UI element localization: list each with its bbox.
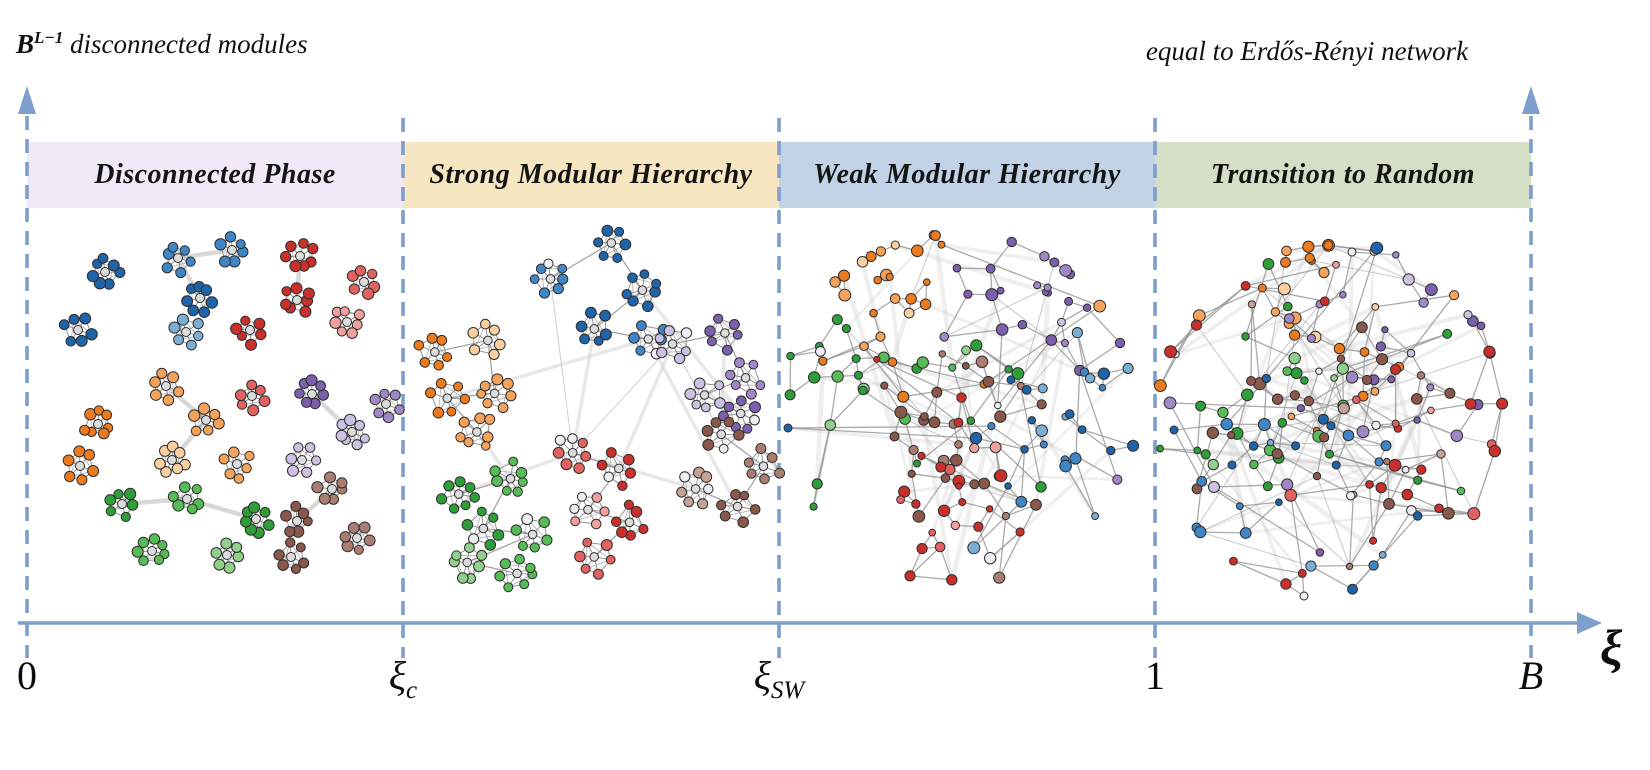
axis-tick-label-b: B — [1518, 653, 1544, 698]
network-strong-modular-hierarchy — [413, 224, 786, 593]
axis-tick-label-xi-sw: ξSW — [753, 653, 805, 704]
phase-label: Strong Modular Hierarchy — [429, 159, 753, 190]
axis-tick-label-xi-c: ξc — [388, 653, 418, 704]
phase-label: Weak Modular Hierarchy — [813, 159, 1121, 190]
network-transition-to-random — [1154, 238, 1509, 601]
phase-banner-weak-modular: Weak Modular Hierarchy — [779, 142, 1155, 208]
y-axis-title: BL−1 disconnected modules — [16, 28, 308, 60]
phase-label: Transition to Random — [1210, 159, 1476, 190]
er-endpoint-arrowhead — [1522, 86, 1540, 114]
x-axis-symbol: ξ — [1600, 619, 1623, 675]
phase-banner-transition-random: Transition to Random — [1155, 142, 1531, 208]
right-endpoint-caption: equal to Erdős-Rényi network — [1145, 36, 1469, 66]
axis-tick-label-zero: 0 — [17, 653, 37, 698]
phase-banner-disconnected: Disconnected Phase — [27, 142, 403, 208]
y-axis-title-text: disconnected modules — [63, 29, 308, 59]
axis-tick-label-one: 1 — [1145, 653, 1165, 698]
phase-banner-strong-modular: Strong Modular Hierarchy — [403, 142, 779, 208]
network-isolated-modules — [58, 231, 405, 575]
phase-label: Disconnected Phase — [94, 159, 336, 190]
y-axis-arrowhead — [18, 86, 36, 114]
y-axis-title-exponent: L−1 — [34, 28, 64, 47]
network-weak-modular-hierarchy — [783, 230, 1140, 586]
x-axis-arrowhead — [1577, 612, 1602, 634]
y-axis-title-symbol: B — [16, 29, 35, 59]
